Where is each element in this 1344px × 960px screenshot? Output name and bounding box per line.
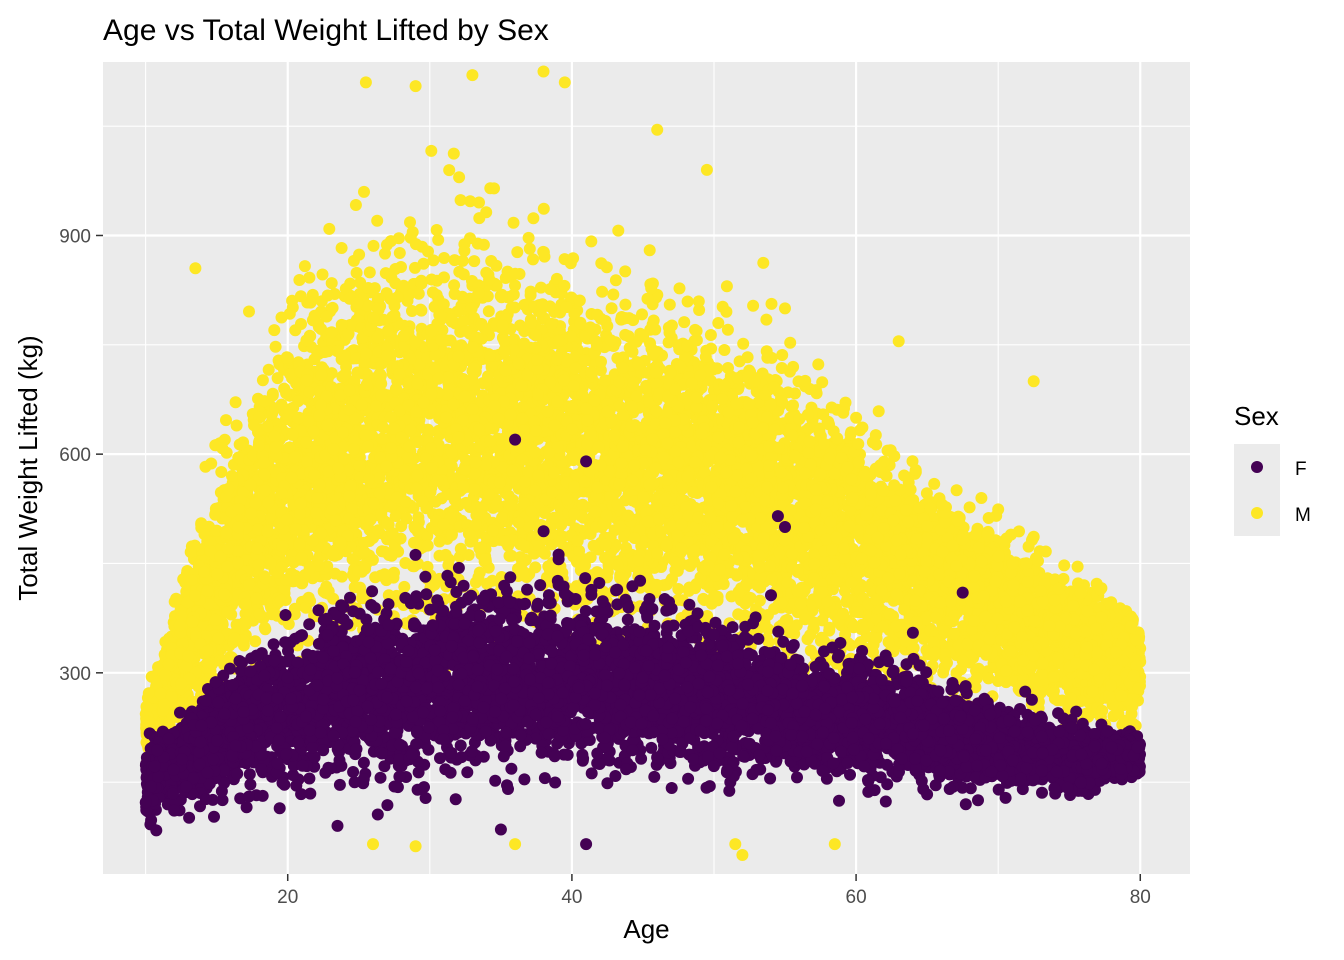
point-M bbox=[558, 279, 571, 292]
point-M bbox=[488, 182, 500, 195]
point-M bbox=[992, 675, 1005, 687]
point-M bbox=[975, 492, 988, 504]
point-M bbox=[379, 247, 391, 260]
point-M bbox=[522, 231, 535, 244]
point-M bbox=[425, 144, 438, 157]
point-M bbox=[371, 214, 384, 227]
point-M bbox=[605, 302, 618, 315]
point-M bbox=[298, 260, 311, 273]
point-M bbox=[482, 305, 495, 318]
point-M bbox=[335, 242, 348, 254]
point-M bbox=[269, 340, 282, 353]
point-M bbox=[641, 292, 654, 305]
point-M bbox=[898, 469, 911, 482]
point-M bbox=[784, 336, 797, 349]
point-M bbox=[363, 266, 376, 279]
point-M bbox=[872, 405, 885, 418]
point-M bbox=[803, 422, 815, 435]
point-M bbox=[398, 580, 411, 593]
point-M bbox=[346, 553, 359, 566]
point-M bbox=[776, 349, 789, 361]
point-M bbox=[757, 256, 770, 269]
point-M bbox=[229, 396, 242, 409]
chart-title: Age vs Total Weight Lifted by Sex bbox=[103, 14, 549, 47]
point-M bbox=[888, 450, 901, 463]
point-M bbox=[358, 185, 370, 198]
point-M bbox=[325, 277, 338, 290]
point-M bbox=[438, 271, 450, 284]
point-M bbox=[678, 316, 691, 329]
point-M bbox=[704, 329, 717, 341]
point-M bbox=[1005, 528, 1017, 541]
point-M bbox=[722, 362, 734, 374]
point-M bbox=[453, 171, 466, 184]
point-M bbox=[404, 216, 416, 229]
point-M bbox=[963, 501, 976, 514]
point-M bbox=[293, 274, 306, 286]
point-M bbox=[316, 268, 329, 281]
point-M bbox=[523, 242, 536, 255]
point-M bbox=[393, 247, 406, 259]
point-M bbox=[596, 285, 609, 298]
point-M bbox=[1058, 559, 1071, 572]
point-M bbox=[262, 363, 275, 376]
point-M bbox=[524, 285, 537, 298]
point-M bbox=[537, 202, 550, 215]
point-M bbox=[443, 164, 456, 177]
point-M bbox=[417, 257, 430, 270]
point-M bbox=[760, 313, 773, 326]
point-M bbox=[458, 244, 471, 257]
point-M bbox=[430, 224, 443, 236]
point-M bbox=[928, 477, 941, 490]
point-M bbox=[303, 271, 316, 284]
point-M bbox=[349, 199, 362, 211]
point-M bbox=[529, 561, 542, 574]
point-M bbox=[243, 305, 255, 318]
point-M bbox=[271, 372, 284, 385]
point-M bbox=[612, 224, 625, 237]
point-M bbox=[220, 414, 232, 427]
point-M bbox=[600, 261, 613, 274]
point-M bbox=[505, 301, 518, 314]
point-M bbox=[609, 274, 622, 287]
point-M bbox=[438, 252, 451, 264]
point-M bbox=[195, 518, 208, 531]
point-M bbox=[323, 222, 336, 235]
point-M bbox=[804, 644, 817, 657]
point-M bbox=[812, 358, 825, 371]
